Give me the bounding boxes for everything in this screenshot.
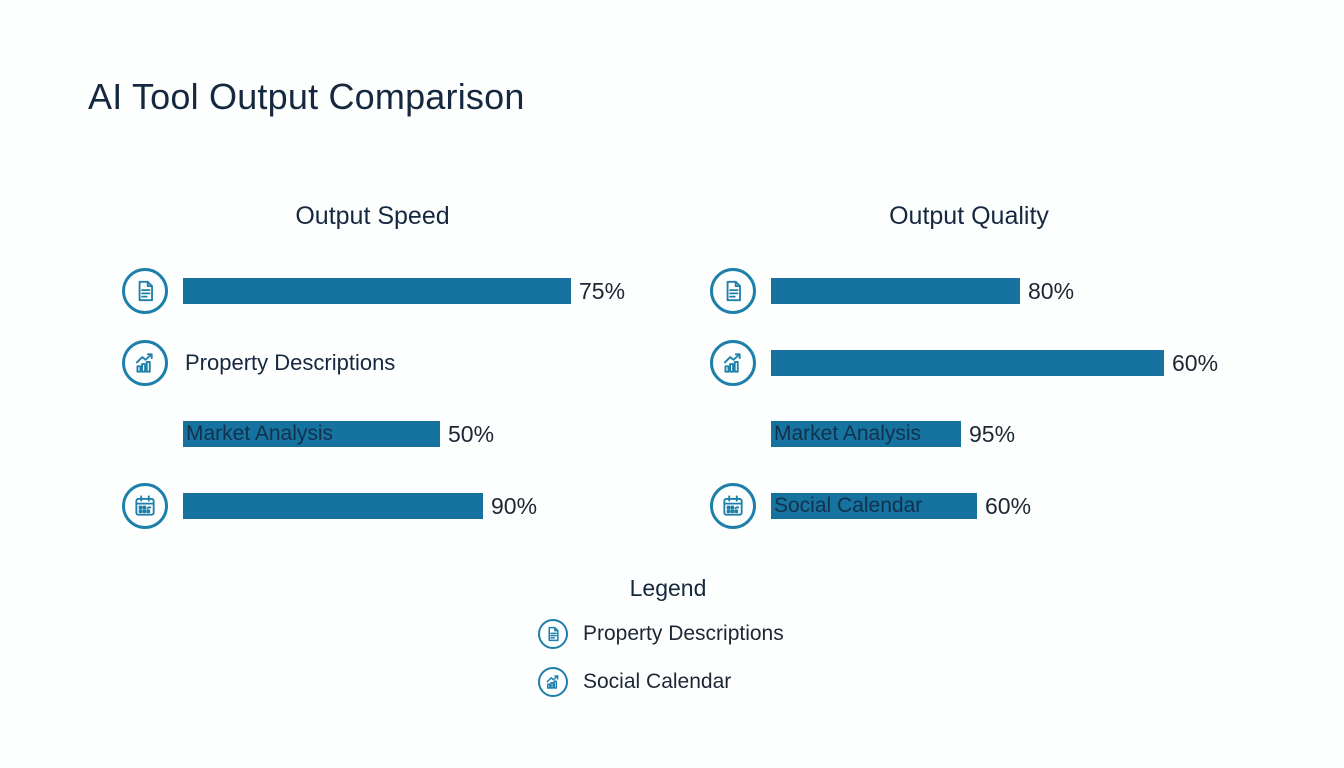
value-label: 95%: [969, 420, 1016, 447]
legend-title: Legend: [629, 575, 707, 601]
value-label: 50%: [448, 420, 495, 447]
calendar-icon: [122, 483, 168, 529]
bar-speed-4: [183, 493, 483, 519]
bar-inner-label: Market Analysis: [186, 422, 334, 445]
trend-chart-icon: [538, 667, 568, 697]
icon-spacer: [710, 411, 756, 457]
document-icon: [122, 268, 168, 314]
legend-label: Social Calendar: [583, 670, 732, 693]
icon-spacer: [122, 411, 168, 457]
speed-row-1: 75%: [122, 268, 625, 314]
value-label: 90%: [491, 492, 538, 519]
column-header-output-quality: Output Quality: [889, 202, 1049, 230]
speed-row-3: Market Analysis 50%: [122, 411, 494, 457]
quality-row-4: Social Calendar 60%: [710, 483, 1031, 529]
speed-row-2: Property Descriptions: [122, 340, 395, 386]
bar-inner-label: Market Analysis: [774, 422, 922, 445]
legend-item-social-calendar: Social Calendar: [538, 666, 731, 698]
legend-item-property-descriptions: Property Descriptions: [538, 618, 784, 650]
row-label: Property Descriptions: [185, 350, 396, 375]
calendar-icon: [710, 483, 756, 529]
quality-row-1: 80%: [710, 268, 1074, 314]
legend-label: Property Descriptions: [583, 622, 784, 645]
trend-chart-icon: [122, 340, 168, 386]
value-label: 80%: [1028, 277, 1075, 304]
quality-row-3: Market Analysis 95%: [710, 411, 1015, 457]
value-label: 75%: [579, 277, 626, 304]
speed-row-4: 90%: [122, 483, 537, 529]
trend-chart-icon: [710, 340, 756, 386]
page-title: AI Tool Output Comparison: [88, 76, 525, 117]
value-label: 60%: [985, 492, 1032, 519]
quality-row-2: 60%: [710, 340, 1218, 386]
bar-speed-1: [183, 278, 571, 304]
bar-speed-3: Market Analysis: [183, 421, 440, 447]
bar-quality-1: [771, 278, 1020, 304]
bar-quality-3: Market Analysis: [771, 421, 961, 447]
bar-inner-label: Social Calendar: [774, 494, 923, 517]
document-icon: [538, 619, 568, 649]
column-header-output-speed: Output Speed: [295, 202, 450, 230]
bar-quality-4: Social Calendar: [771, 493, 977, 519]
value-label: 60%: [1172, 349, 1219, 376]
bar-quality-2: [771, 350, 1164, 376]
document-icon: [710, 268, 756, 314]
